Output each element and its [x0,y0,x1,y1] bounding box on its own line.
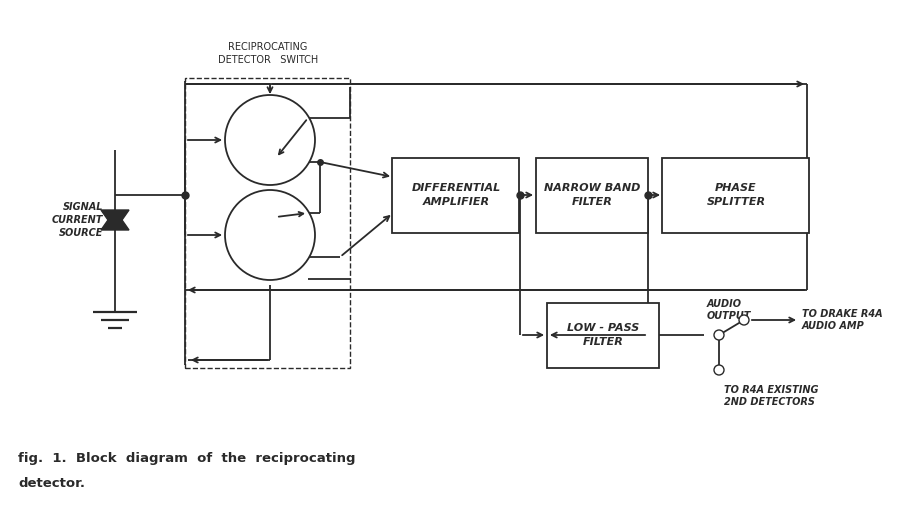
Text: NARROW BAND
FILTER: NARROW BAND FILTER [543,183,640,207]
Text: AUDIO
OUTPUT: AUDIO OUTPUT [706,299,750,321]
Text: PHASE
SPLITTER: PHASE SPLITTER [705,183,765,207]
Circle shape [713,365,723,375]
Bar [536,158,648,232]
Text: fig.  1.  Block  diagram  of  the  reciprocating: fig. 1. Block diagram of the reciprocati… [18,452,355,465]
Text: LOW - PASS
FILTER: LOW - PASS FILTER [566,323,639,347]
Text: RECIPROCATING: RECIPROCATING [228,42,308,52]
Circle shape [713,330,723,340]
Polygon shape [101,210,129,230]
Circle shape [738,315,748,325]
Text: SIGNAL
CURRENT
SOURCE: SIGNAL CURRENT SOURCE [51,202,103,238]
Circle shape [225,95,315,185]
Text: DETECTOR   SWITCH: DETECTOR SWITCH [217,55,318,65]
Circle shape [225,190,315,280]
Text: TO R4A EXISTING
2ND DETECTORS: TO R4A EXISTING 2ND DETECTORS [723,385,817,407]
Text: DIFFERENTIAL
AMPLIFIER: DIFFERENTIAL AMPLIFIER [411,183,500,207]
Text: detector.: detector. [18,477,85,490]
Bar [185,78,350,368]
Bar [662,158,808,232]
Bar [547,302,658,368]
Polygon shape [101,210,129,230]
Text: TO DRAKE R4A
AUDIO AMP: TO DRAKE R4A AUDIO AMP [801,309,881,331]
Bar [392,158,519,232]
